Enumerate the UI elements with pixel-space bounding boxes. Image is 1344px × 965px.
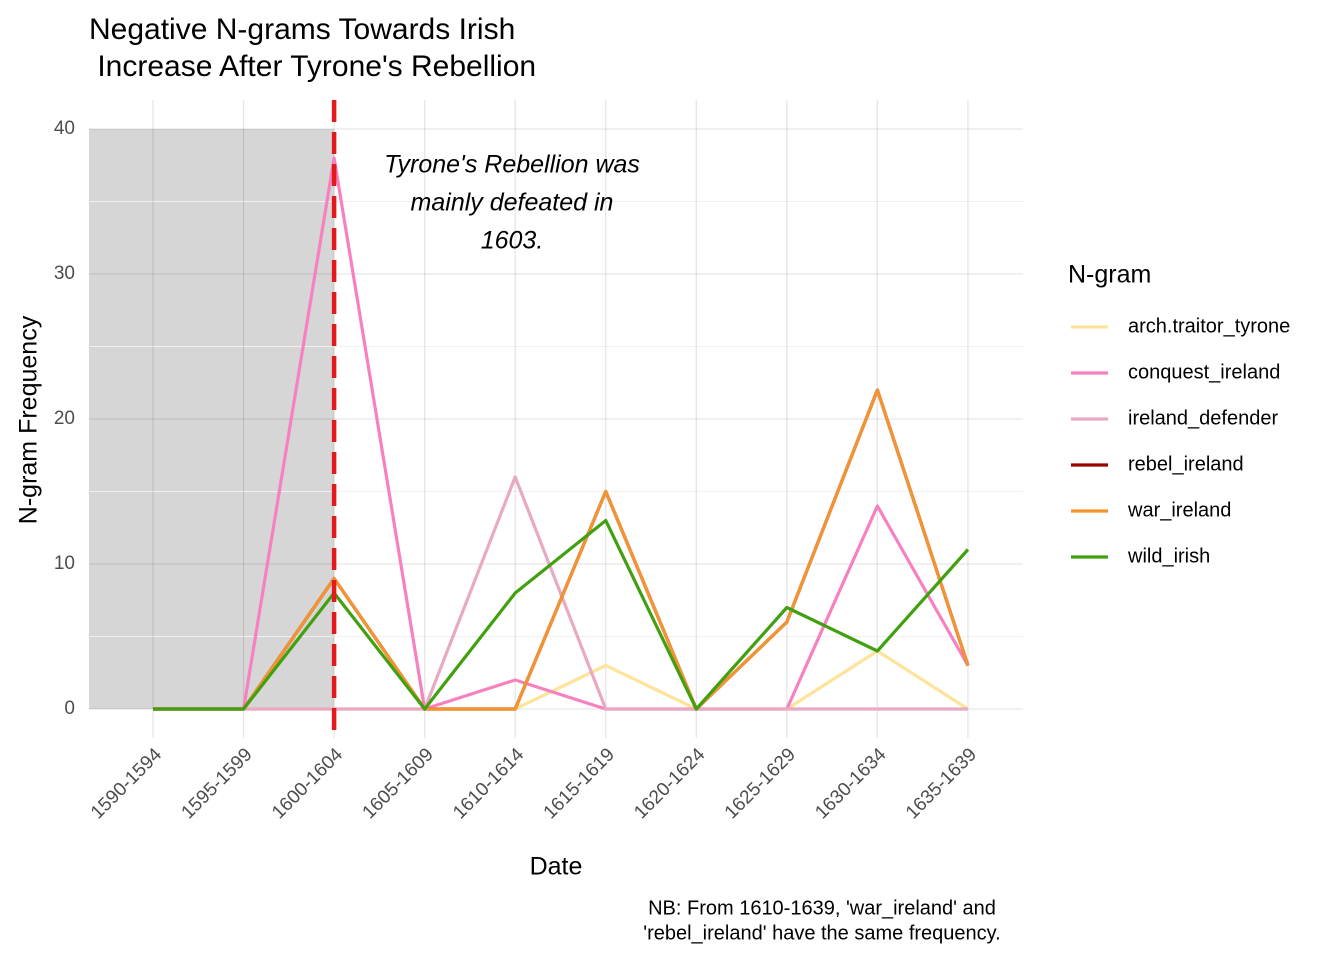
x-tick-label: 1605-1609 (359, 744, 438, 823)
x-tick-label: 1590-1594 (87, 744, 166, 823)
legend-label: war_ireland (1127, 499, 1231, 521)
series-line (153, 518, 970, 711)
y-tick-label: 30 (54, 263, 75, 284)
series-line (153, 156, 970, 711)
y-tick-label: 10 (54, 553, 75, 574)
x-tick-label: 1620-1624 (630, 744, 709, 823)
x-tick-label: 1625-1629 (721, 744, 800, 823)
annotation: mainly defeated in (411, 189, 614, 217)
annotation: 1603. (481, 227, 544, 255)
y-tick-label: 0 (64, 698, 75, 719)
annotation: Tyrone's Rebellion was (384, 151, 640, 179)
series-line (153, 475, 968, 711)
caption: NB: From 1610-1639, 'war_ireland' and (648, 897, 996, 919)
x-tick-label: 1635-1639 (902, 744, 981, 823)
chart-title: Negative N-grams Towards Irish (89, 13, 515, 46)
y-tick-label: 20 (54, 408, 75, 429)
legend-label: rebel_ireland (1128, 453, 1244, 475)
legend-label: ireland_defender (1128, 407, 1278, 429)
x-tick-label: 1600-1604 (268, 744, 347, 823)
series-line (153, 388, 970, 711)
x-tick-label: 1595-1599 (178, 744, 257, 823)
legend-label: conquest_ireland (1128, 361, 1280, 383)
legend-label: wild_irish (1127, 545, 1210, 567)
legend-label: arch.traitor_tyrone (1128, 315, 1290, 337)
x-tick-label: 1630-1634 (811, 744, 890, 823)
caption: 'rebel_ireland' have the same frequency. (643, 922, 1000, 944)
legend-title: N-gram (1068, 261, 1151, 289)
y-tick-label: 40 (54, 118, 75, 139)
x-tick-label: 1610-1614 (449, 744, 528, 823)
x-tick-label: 1615-1619 (540, 744, 619, 823)
chart-title: Increase After Tyrone's Rebellion (89, 50, 536, 83)
x-axis-title: Date (530, 853, 583, 881)
y-axis-title: N-gram Frequency (15, 315, 43, 524)
